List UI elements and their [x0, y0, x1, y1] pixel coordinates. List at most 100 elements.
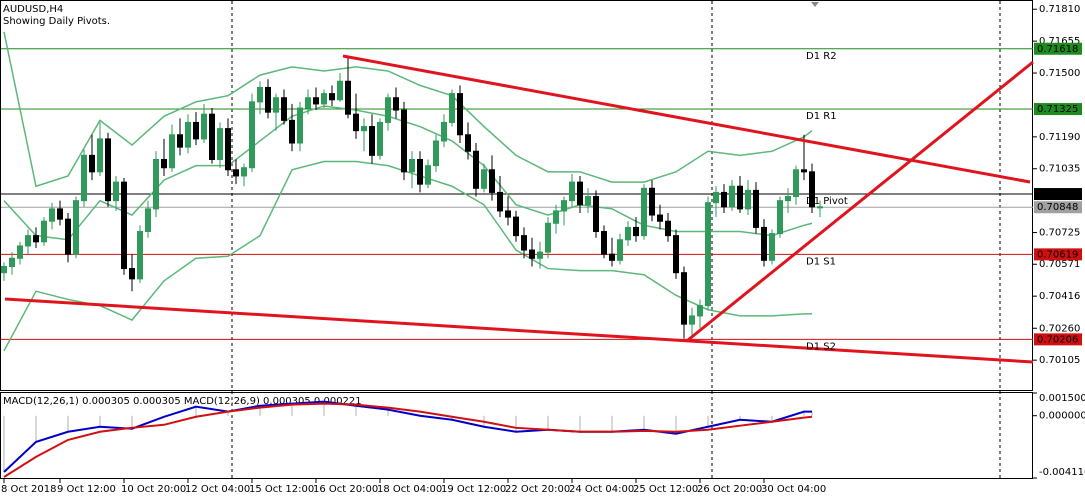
candle-body: [793, 169, 799, 198]
y-tick-label: 0.70260: [1039, 323, 1080, 334]
candle-body: [73, 200, 79, 255]
candle-body: [49, 208, 55, 222]
price-tag-label: 0.70912: [1037, 189, 1078, 200]
price-tag: [1034, 42, 1082, 55]
candle-body: [353, 113, 359, 132]
candle-body: [513, 216, 519, 237]
x-tick-label: 19 Oct 12:00: [441, 484, 506, 495]
candle-body: [305, 97, 311, 109]
candle-body: [641, 187, 647, 237]
candle-body: [801, 169, 807, 173]
x-tick-label: 8 Oct 2018: [1, 484, 56, 495]
candle-body: [817, 206, 823, 209]
y-tick-label: 0.71500: [1039, 68, 1080, 79]
candle-body: [441, 121, 447, 142]
bollinger-band: [3, 31, 813, 188]
candle-body: [401, 109, 407, 173]
macd-line: [3, 402, 813, 478]
candle-body: [113, 181, 119, 202]
candle-body: [345, 80, 351, 115]
candle-body: [777, 200, 783, 235]
candle-body: [297, 107, 303, 144]
pivot-label: D1 S1: [806, 256, 836, 267]
candle-body: [681, 272, 687, 325]
chart-title: AUDUSD,H4: [3, 4, 63, 15]
candle-body: [97, 138, 103, 173]
bollinger-band: [3, 105, 813, 241]
candle-body: [713, 191, 719, 204]
pivot-label: D1 S2: [806, 341, 836, 352]
x-tick-label: 16 Oct 20:00: [313, 484, 378, 495]
price-tag-label: 0.71618: [1037, 44, 1078, 55]
candle-body: [745, 189, 751, 210]
y-tick-label: 0.71035: [1039, 164, 1080, 175]
x-tick-label: 12 Oct 04:00: [185, 484, 250, 495]
pivot-label: D1 R2: [806, 51, 837, 62]
candle-body: [577, 181, 583, 206]
x-tick-label: 25 Oct 12:00: [633, 484, 698, 495]
separators: [231, 1, 1001, 478]
candle-body: [41, 220, 47, 243]
candle-body: [33, 235, 39, 243]
macd-line: [3, 400, 812, 473]
candle-body: [65, 218, 71, 255]
candle-body: [377, 121, 383, 156]
x-tick-label: 24 Oct 04:00: [569, 484, 634, 495]
candle-body: [321, 93, 327, 105]
price-panel: [0, 0, 1033, 391]
candle-body: [225, 128, 231, 171]
candle-body: [585, 196, 591, 206]
candle-body: [9, 257, 15, 268]
candle-body: [169, 134, 175, 169]
candle-body: [193, 121, 199, 140]
candle-body: [337, 80, 343, 101]
candle-body: [809, 171, 815, 208]
candle-body: [481, 169, 487, 189]
x-tick-label: 10 Oct 20:00: [121, 484, 186, 495]
candle-body: [121, 181, 127, 270]
candle-body: [505, 210, 511, 218]
chart-subtitle: Showing Daily Pivots.: [3, 16, 110, 27]
trend-lines: [4, 54, 1034, 364]
candle-body: [153, 158, 159, 210]
candle-body: [665, 220, 671, 237]
y-tick-label: 0.70571: [1039, 259, 1080, 270]
price-tag-label: 0.71325: [1037, 104, 1078, 115]
candle-body: [633, 226, 639, 237]
candle-body: [89, 154, 95, 173]
candle-body: [497, 191, 503, 212]
candle-body: [217, 128, 223, 160]
candle-body: [313, 97, 319, 105]
price-tag: [1034, 103, 1082, 116]
candle-body: [161, 158, 167, 169]
candle-body: [81, 154, 87, 202]
candle-body: [1, 266, 7, 274]
candle-body: [457, 93, 463, 136]
pivot-label: D1 R1: [806, 111, 837, 122]
candle-body: [673, 235, 679, 274]
candle-body: [697, 305, 703, 317]
candle-body: [273, 97, 279, 113]
candle-body: [561, 200, 567, 212]
candle-body: [105, 138, 111, 202]
price-tag-label: 0.70206: [1037, 334, 1078, 345]
candle-body: [521, 235, 527, 251]
y-tick-label: 0.71190: [1039, 132, 1080, 143]
y2-tick-label: -0.004116: [1039, 467, 1085, 478]
candle-body: [545, 222, 551, 253]
candle-body: [57, 208, 63, 220]
macd-panel: [0, 392, 1033, 479]
candle-body: [417, 158, 423, 185]
price-tag-label: 0.70619: [1037, 249, 1078, 260]
candle-body: [177, 134, 183, 148]
candle-body: [553, 210, 559, 224]
price-tag: [1034, 188, 1082, 201]
candle-body: [145, 208, 151, 233]
candle-body: [761, 226, 767, 261]
candle-body: [617, 239, 623, 261]
candle-body: [625, 226, 631, 241]
candle-body: [369, 126, 375, 156]
candle-body: [385, 97, 391, 123]
